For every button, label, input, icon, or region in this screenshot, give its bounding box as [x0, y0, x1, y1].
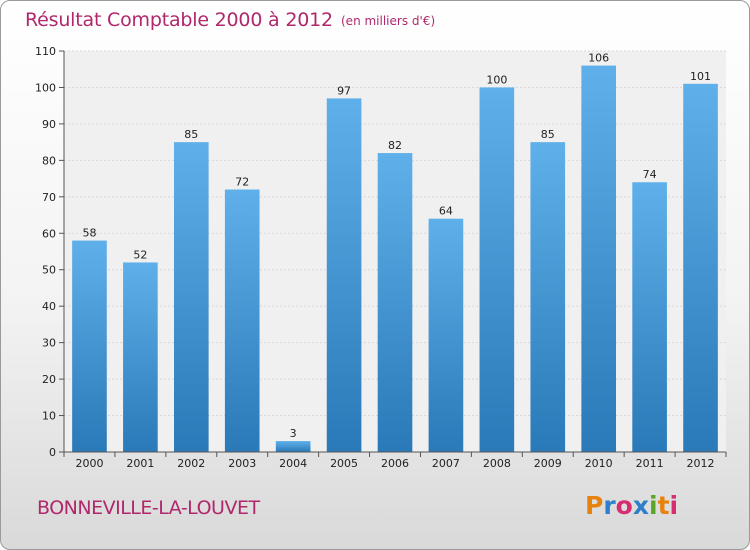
logo-letter: P: [585, 491, 604, 520]
y-tick-label: 80: [42, 154, 56, 167]
x-tick-label: 2004: [279, 457, 307, 470]
logo-letter: x: [632, 491, 649, 520]
bar-2006: [377, 153, 413, 452]
x-tick-label: 2007: [432, 457, 460, 470]
axes: 0 10 20 30 40 50 60 70 80 90 100 110 2000 2001 2002 200…: [35, 45, 727, 470]
bar-value-label: 100: [486, 73, 507, 86]
bar-2007: [428, 218, 464, 452]
logo-letter: i: [669, 491, 679, 520]
bar-value-label: 58: [82, 227, 96, 240]
x-tick-label: 2011: [636, 457, 664, 470]
y-tick-label: 10: [42, 410, 56, 423]
x-tick-label: 2000: [75, 457, 103, 470]
bar-value-label: 101: [690, 70, 711, 83]
bar-2000: [72, 240, 107, 452]
bar-value-label: 3: [290, 427, 297, 440]
x-tick-label: 2005: [330, 457, 358, 470]
bar-value-label: 82: [388, 139, 402, 152]
bar-value-label: 74: [643, 168, 657, 181]
bars: 58 52 85 72 3 97 82 64 100 85 106 74 101: [72, 52, 718, 453]
bar-2002: [173, 142, 209, 453]
y-tick-label: 100: [35, 81, 56, 94]
y-tick-label: 110: [35, 45, 56, 58]
y-tick-label: 20: [42, 373, 56, 386]
bar-2001: [123, 262, 158, 452]
x-tick-label: 2010: [585, 457, 613, 470]
unit-label: (en milliers d'€): [341, 14, 436, 28]
y-tick-label: 70: [42, 191, 56, 204]
y-tick-label: 0: [49, 446, 56, 459]
x-tick-label: 2001: [126, 457, 154, 470]
bar-2003: [224, 189, 260, 452]
y-tick-label: 90: [42, 118, 56, 131]
x-tick-label: 2012: [687, 457, 715, 470]
bar-2009: [530, 142, 566, 453]
bar-value-label: 85: [184, 128, 198, 141]
bar-value-label: 72: [235, 176, 249, 189]
x-tick-label: 2009: [534, 457, 562, 470]
bar-2012: [683, 83, 718, 453]
bar-2010: [581, 65, 617, 452]
x-tick-label: 2002: [177, 457, 205, 470]
y-tick-label: 40: [42, 300, 56, 313]
bar-2011: [632, 182, 667, 452]
chart-title: Résultat Comptable 2000 à 2012: [25, 9, 333, 31]
logo-letter: i: [649, 491, 658, 520]
bar-value-label: 106: [588, 52, 609, 65]
commune-name: BONNEVILLE-LA-LOUVET: [37, 497, 260, 519]
logo-letter: r: [603, 491, 616, 520]
x-tick-label: 2006: [381, 457, 409, 470]
y-tick-label: 30: [42, 337, 56, 350]
bar-value-label: 97: [337, 84, 351, 97]
logo-letter: o: [615, 491, 633, 520]
proxiti-logo: Proxiti: [585, 491, 678, 520]
bar-value-label: 52: [133, 248, 147, 261]
bar-value-label: 85: [541, 128, 555, 141]
bar-2008: [479, 87, 515, 453]
bar-2005: [326, 98, 362, 453]
y-tick-label: 60: [42, 227, 56, 240]
bar-value-label: 64: [439, 205, 453, 218]
bar-2004: [275, 441, 311, 452]
logo-letter: t: [657, 491, 670, 520]
x-tick-label: 2003: [228, 457, 256, 470]
x-tick-label: 2008: [483, 457, 511, 470]
y-tick-label: 50: [42, 264, 56, 277]
